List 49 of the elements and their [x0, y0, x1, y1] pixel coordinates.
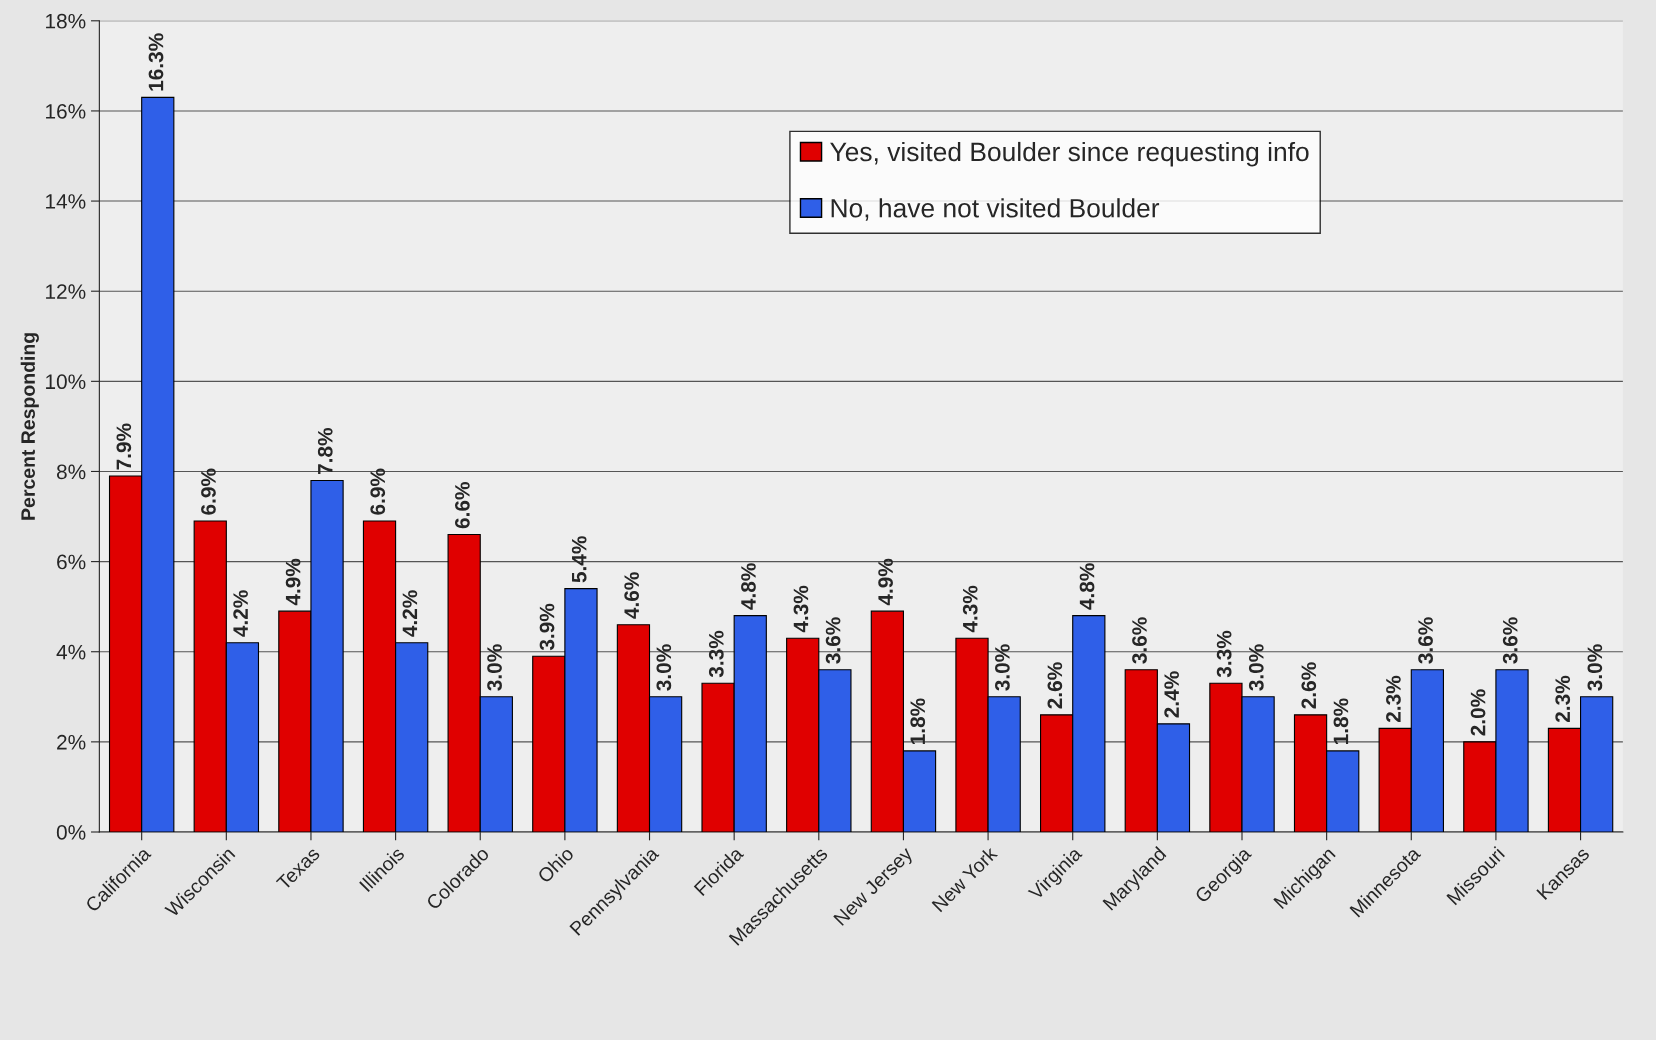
- data-label: 6.9%: [370, 468, 386, 515]
- data-label: 7.8%: [317, 427, 333, 475]
- legend-label: Yes, visited Boulder since requesting info: [830, 141, 1309, 167]
- data-label: 3.9%: [539, 603, 555, 651]
- data-label: 4.3%: [793, 585, 809, 633]
- y-tick-label: 12%: [46, 284, 86, 299]
- y-tick-label: 18%: [46, 13, 86, 29]
- data-label: 3.6%: [825, 617, 841, 664]
- data-label: 2.0%: [1470, 689, 1486, 736]
- data-label: 3.3%: [1216, 630, 1232, 678]
- data-label: 4.3%: [962, 585, 978, 633]
- y-tick-label: 8%: [56, 464, 86, 480]
- data-label: 2.6%: [1301, 662, 1317, 709]
- data-label: 2.4%: [1164, 671, 1179, 718]
- data-label: 3.0%: [1248, 644, 1264, 691]
- y-tick-label: 14%: [46, 194, 86, 209]
- data-label: 3.0%: [995, 644, 1010, 691]
- data-label: 6.6%: [455, 482, 470, 529]
- data-label: 3.0%: [487, 644, 502, 691]
- y-tick-label: 0%: [56, 825, 86, 840]
- data-label: 4.8%: [1079, 563, 1095, 610]
- data-label: 4.9%: [285, 558, 301, 606]
- data-label: 3.3%: [708, 630, 724, 678]
- data-label: 6.9%: [201, 468, 216, 515]
- data-label: 4.2%: [402, 590, 418, 637]
- data-label: 1.8%: [1333, 698, 1349, 745]
- data-label: 3.0%: [656, 644, 672, 691]
- y-tick-label: 16%: [46, 103, 86, 119]
- y-tick-label: 6%: [57, 554, 86, 570]
- data-label: 4.6%: [624, 572, 640, 619]
- y-tick-label: 10%: [46, 374, 86, 390]
- data-label: 3.6%: [1418, 617, 1433, 664]
- data-label: 1.8%: [910, 698, 926, 745]
- data-label: 7.9%: [116, 423, 132, 470]
- data-label: 5.4%: [571, 536, 587, 583]
- data-label: 3.0%: [1587, 644, 1603, 691]
- y-axis-title: Percent Responding: [20, 333, 39, 520]
- data-label: 3.6%: [1502, 617, 1518, 664]
- data-label: 2.3%: [1555, 675, 1571, 723]
- data-label: 16.3%: [148, 33, 164, 91]
- data-label: 4.8%: [741, 563, 756, 610]
- y-tick-label: 4%: [56, 644, 86, 660]
- data-label: 3.6%: [1132, 617, 1147, 664]
- data-label: 4.2%: [233, 590, 248, 637]
- data-label: 2.6%: [1047, 662, 1063, 709]
- legend-label: No, have not visited Boulder: [831, 198, 1160, 221]
- data-label: 4.9%: [878, 558, 893, 606]
- y-tick-label: 2%: [57, 734, 86, 750]
- data-label: 2.3%: [1386, 675, 1401, 723]
